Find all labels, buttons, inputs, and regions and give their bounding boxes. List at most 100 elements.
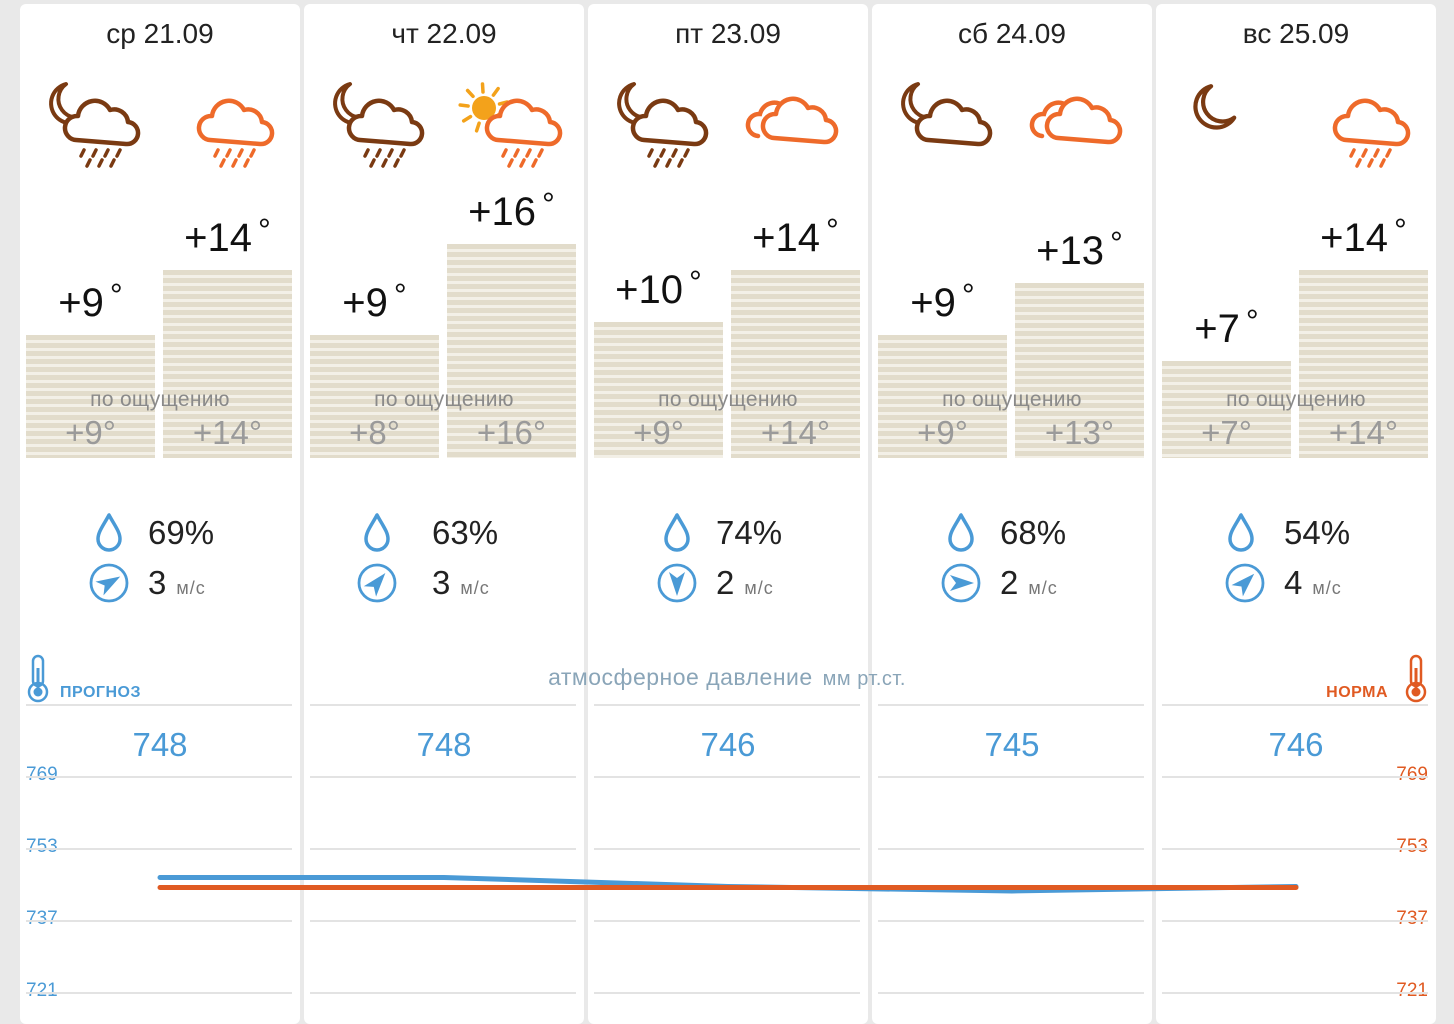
grid-line: [310, 704, 576, 706]
humidity-drop-icon: [94, 512, 124, 557]
day-column[interactable]: ср 21.09 +9 ° +14 ° по ощущению +9° +14° 6…: [20, 4, 300, 1024]
day-temp-bar: [163, 270, 292, 458]
humidity-value: 74%: [716, 514, 783, 551]
grid-line: [310, 848, 576, 850]
feels-like-label: по ощущению: [942, 388, 1082, 411]
humidity-row: 74%: [588, 512, 868, 558]
day-date: сб 24.09: [958, 18, 1066, 49]
humidity-drop-icon: [946, 512, 976, 557]
wind-row: 4 м/с: [1156, 562, 1436, 608]
feels-night: +9°: [65, 414, 116, 451]
forecast-legend: ПРОГНОЗ: [60, 684, 141, 701]
clouds-icon: [1026, 74, 1136, 175]
grid-line: [594, 920, 860, 922]
grid-line: [1162, 776, 1428, 778]
wind-direction-icon: [656, 562, 698, 609]
day-temp: +14 °: [752, 212, 839, 260]
moon-cloud-rain-icon: [42, 74, 142, 175]
day-column[interactable]: вс 25.09 +7 ° +14 ° по ощущению +7° +14° 5…: [1156, 4, 1436, 1024]
day-temp: +16 °: [468, 186, 555, 234]
day-temp-bar: [447, 244, 576, 458]
cloud-rain-icon: [184, 74, 284, 175]
wind-value: 2 м/с: [1000, 564, 1058, 601]
day-date: вс 25.09: [1242, 18, 1350, 49]
feels-like-label: по ощущению: [90, 388, 230, 411]
grid-line: [26, 704, 292, 706]
night-temp-bar: [1162, 361, 1291, 458]
humidity-row: 68%: [872, 512, 1152, 558]
norm-thermometer-icon: [1405, 654, 1427, 703]
y-tick-left: 737: [26, 908, 58, 929]
grid-line: [878, 920, 1144, 922]
grid-line: [878, 704, 1144, 706]
pressure-value: 748: [416, 726, 472, 763]
night-temp: +7 °: [1194, 303, 1259, 351]
y-tick-left: 769: [26, 764, 58, 785]
pressure-value: 745: [984, 726, 1040, 763]
grid-line: [26, 848, 292, 850]
grid-line: [1162, 920, 1428, 922]
grid-line: [26, 776, 292, 778]
y-tick-left: 753: [26, 836, 58, 857]
humidity-row: 69%: [20, 512, 300, 558]
cloud-rain-icon: [1320, 74, 1420, 175]
day-temp-bar: [1299, 270, 1428, 458]
pressure-value: 748: [132, 726, 188, 763]
wind-value: 4 м/с: [1284, 564, 1342, 601]
feels-day: +16°: [476, 414, 547, 451]
wind-direction-icon: [88, 562, 130, 609]
wind-value: 2 м/с: [716, 564, 774, 601]
day-temp-bar: [731, 270, 860, 458]
pressure-value: 746: [1268, 726, 1324, 763]
night-temp-bar: [26, 335, 155, 458]
pressure-value: 746: [700, 726, 756, 763]
feels-night: +9°: [917, 414, 968, 451]
day-date: пт 23.09: [675, 18, 781, 49]
humidity-drop-icon: [362, 512, 392, 557]
wind-row: 2 м/с: [872, 562, 1152, 608]
humidity-value: 68%: [1000, 514, 1067, 551]
moon-cloud-rain-icon: [610, 74, 710, 175]
y-tick-right: 769: [1396, 764, 1428, 785]
humidity-value: 69%: [148, 514, 215, 551]
day-date: чт 22.09: [391, 18, 497, 49]
humidity-row: 63%: [304, 512, 584, 558]
night-temp: +9 °: [342, 277, 407, 325]
night-temp-bar: [878, 335, 1007, 458]
wind-direction-icon: [356, 562, 398, 609]
humidity-drop-icon: [662, 512, 692, 557]
sun-cloud-rain-icon: [458, 74, 568, 175]
grid-line: [878, 992, 1144, 994]
forecast-thermometer-icon: [27, 654, 49, 703]
y-tick-left: 721: [26, 980, 58, 1001]
moon-icon: [1178, 74, 1278, 175]
day-column[interactable]: сб 24.09 +9 ° +13 ° по ощущению +9° +13° 6…: [872, 4, 1152, 1024]
wind-direction-icon: [1224, 562, 1266, 609]
feels-like-label: по ощущению: [1226, 388, 1366, 411]
feels-day: +14°: [192, 414, 263, 451]
humidity-row: 54%: [1156, 512, 1436, 558]
day-date: ср 21.09: [106, 18, 214, 49]
grid-line: [594, 776, 860, 778]
y-tick-right: 753: [1396, 836, 1428, 857]
day-column[interactable]: чт 22.09 +9 ° +16 ° по ощущению +8° +16° 6…: [304, 4, 584, 1024]
feels-like-label: по ощущению: [374, 388, 514, 411]
night-temp: +9 °: [910, 277, 975, 325]
day-temp-bar: [1015, 283, 1144, 458]
day-temp: +14 °: [184, 212, 271, 260]
day-column[interactable]: пт 23.09 +10 ° +14 ° по ощущению +9° +14° …: [588, 4, 868, 1024]
wind-row: 2 м/с: [588, 562, 868, 608]
grid-line: [878, 848, 1144, 850]
day-temp: +13 °: [1036, 225, 1123, 273]
night-temp-bar: [310, 335, 439, 458]
feels-night: +9°: [633, 414, 684, 451]
wind-row: 3 м/с: [20, 562, 300, 608]
grid-line: [1162, 848, 1428, 850]
grid-line: [26, 920, 292, 922]
grid-line: [310, 992, 576, 994]
pressure-unit: мм рт.ст.: [822, 668, 906, 690]
feels-day: +14°: [760, 414, 831, 451]
wind-row: 3 м/с: [304, 562, 584, 608]
humidity-value: 63%: [432, 514, 499, 551]
